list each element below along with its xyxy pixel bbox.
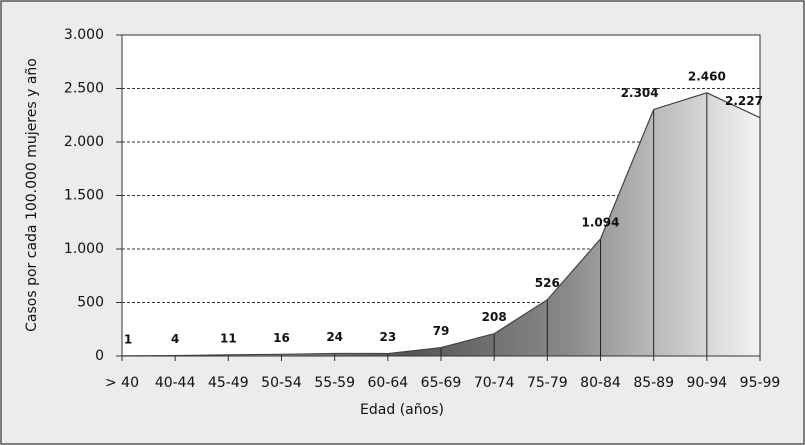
value-label: 208 xyxy=(482,310,507,324)
x-tick-label: 80-84 xyxy=(580,375,621,391)
value-label: 2.460 xyxy=(688,69,726,83)
value-label: 526 xyxy=(535,276,560,290)
y-axis-title: Casos por cada 100.000 mujeres y año xyxy=(24,58,40,332)
x-tick-label: 90-94 xyxy=(686,375,727,391)
value-label: 11 xyxy=(220,331,237,345)
value-label: 16 xyxy=(273,331,290,345)
value-label: 1 xyxy=(124,332,132,346)
y-tick-label: 2.500 xyxy=(64,81,104,97)
x-tick-label: 45-49 xyxy=(208,375,249,391)
x-tick-label: > 40 xyxy=(105,375,139,391)
x-tick-label: 85-89 xyxy=(633,375,674,391)
value-label: 4 xyxy=(171,332,179,346)
x-tick-label: 50-54 xyxy=(261,375,302,391)
y-tick-label: 500 xyxy=(77,295,104,311)
area-line xyxy=(121,92,761,357)
value-label: 1.094 xyxy=(582,215,620,229)
x-tick-label: 95-99 xyxy=(740,375,781,391)
x-axis-title: Edad (años) xyxy=(360,402,444,418)
y-tick-label: 3.000 xyxy=(64,27,104,43)
value-label: 2.227 xyxy=(725,94,763,108)
x-tick-label: 70-74 xyxy=(474,375,515,391)
x-tick-label: 75-79 xyxy=(527,375,568,391)
x-tick-label: 65-69 xyxy=(421,375,462,391)
value-label: 2.304 xyxy=(621,86,659,100)
y-tick-label: 1.500 xyxy=(64,188,104,204)
x-tick-label: 60-64 xyxy=(367,375,408,391)
y-tick-label: 1.000 xyxy=(64,241,104,257)
value-label: 79 xyxy=(433,324,450,338)
value-label: 24 xyxy=(326,330,343,344)
y-tick-label: 0 xyxy=(95,348,104,364)
value-label: 23 xyxy=(379,330,396,344)
x-tick-label: 55-59 xyxy=(314,375,355,391)
x-tick-label: 40-44 xyxy=(155,375,196,391)
y-tick-label: 2.000 xyxy=(64,134,104,150)
